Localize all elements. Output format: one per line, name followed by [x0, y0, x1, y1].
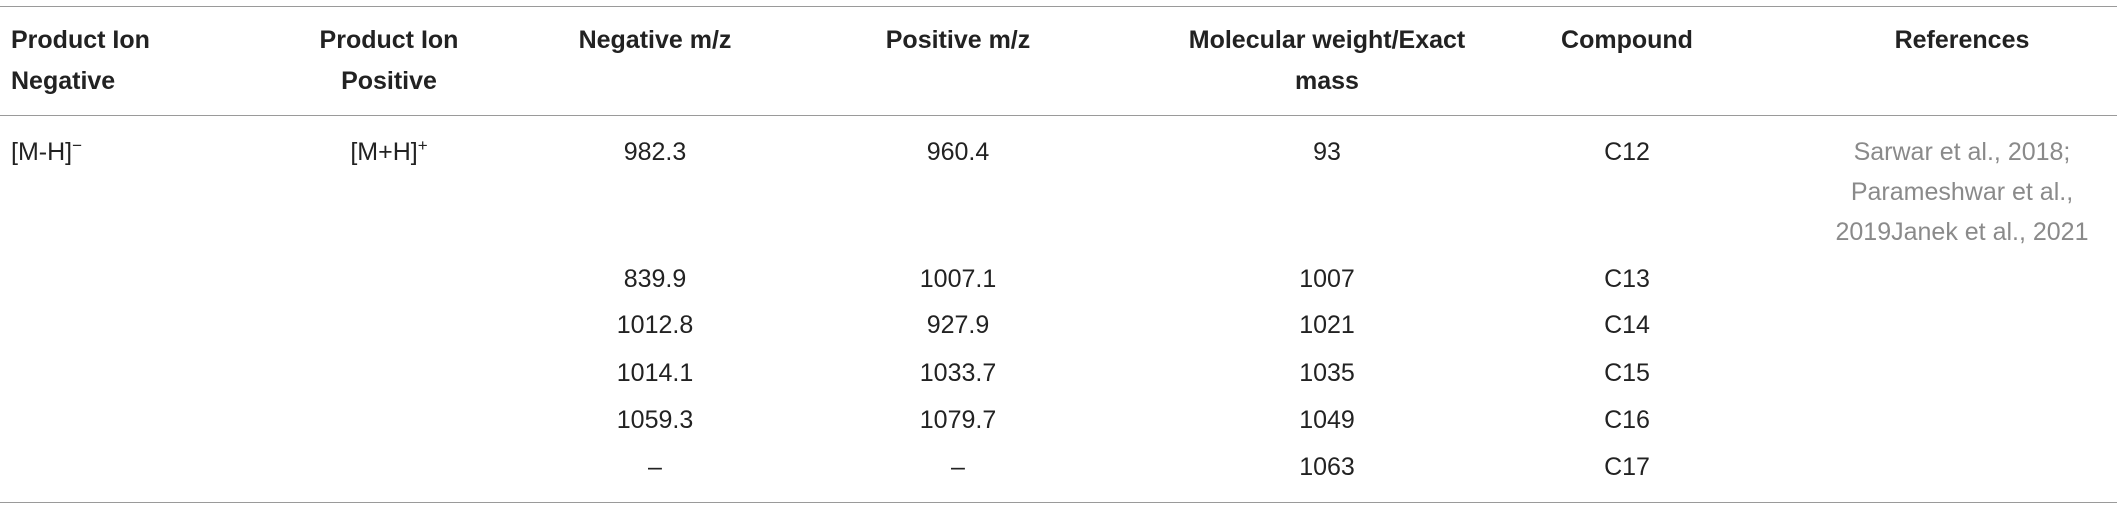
column-header: Molecular weight/Exact mass	[1188, 26, 1466, 95]
column-header: Product Ion Positive	[319, 26, 459, 95]
column-header: Product Ion Negative	[11, 26, 150, 95]
table-cell: 1063	[1299, 453, 1355, 481]
table-cell: C12	[1604, 138, 1650, 166]
header-rule	[0, 115, 2117, 116]
table-cell: 1079.7	[919, 406, 997, 434]
table-cell: 1012.8	[616, 311, 694, 339]
table-cell: 1007	[1299, 265, 1355, 293]
table-cell: 1033.7	[919, 359, 997, 387]
table-cell: 93	[1313, 138, 1341, 166]
ion-text: [M-H]	[11, 138, 73, 166]
table-cell: 1014.1	[616, 359, 694, 387]
table-cell: 1007.1	[919, 265, 997, 293]
table-cell: C13	[1604, 265, 1650, 293]
table-cell: 839.9	[623, 265, 687, 293]
table-cell: [M-H]−	[11, 132, 251, 172]
table-cell: 1035	[1299, 359, 1355, 387]
column-header: Negative m/z	[578, 26, 732, 54]
table-cell: 982.3	[623, 138, 687, 166]
table-cell: 1059.3	[616, 406, 694, 434]
column-header: Compound	[1561, 26, 1693, 54]
table-cell: 1049	[1299, 406, 1355, 434]
table-cell: C17	[1604, 453, 1650, 481]
bottom-rule	[0, 502, 2117, 503]
table-cell: –	[648, 453, 662, 481]
table-cell: C16	[1604, 406, 1650, 434]
ion-text: [M+H]	[350, 138, 418, 166]
table-cell: –	[951, 453, 965, 481]
ion-charge: +	[417, 136, 428, 155]
reference-cell: Sarwar et al., 2018; Parameshwar et al.,…	[1835, 138, 2089, 246]
ion-charge: −	[72, 136, 83, 155]
table-cell: C14	[1604, 311, 1650, 339]
table-cell: [M+H]+	[269, 132, 509, 172]
column-header: References	[1894, 26, 2030, 54]
table-cell: 927.9	[926, 311, 990, 339]
table-cell: 1021	[1299, 311, 1355, 339]
table-cell: C15	[1604, 359, 1650, 387]
table-cell: 960.4	[926, 138, 990, 166]
top-rule	[0, 6, 2117, 7]
column-header: Positive m/z	[885, 26, 1031, 54]
